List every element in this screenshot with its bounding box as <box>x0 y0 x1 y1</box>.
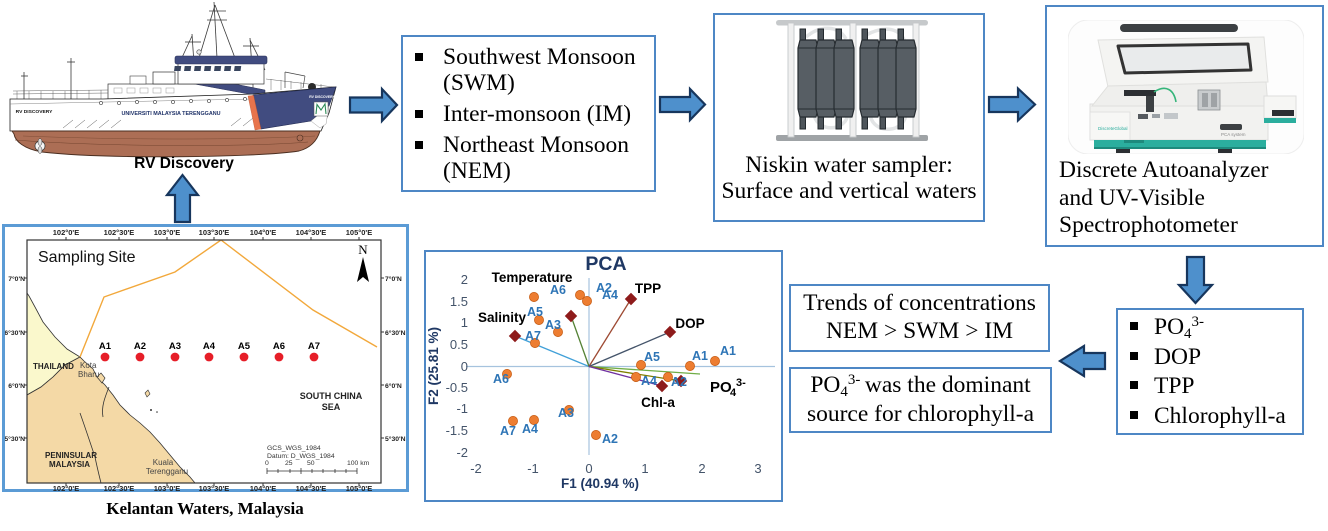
svg-text:7°0'N: 7°0'N <box>385 275 402 283</box>
svg-text:THAILAND: THAILAND <box>33 362 74 371</box>
svg-text:DiscreteGlobal: DiscreteGlobal <box>1098 126 1128 131</box>
svg-text:-1.5: -1.5 <box>446 423 468 438</box>
svg-text:Terengganu: Terengganu <box>146 467 188 476</box>
svg-text:RV DISCOVERY: RV DISCOVERY <box>309 95 335 99</box>
svg-text:UNIVERSITI MALAYSIA TERENGGANU: UNIVERSITI MALAYSIA TERENGGANU <box>121 111 220 117</box>
svg-text:A4: A4 <box>203 341 216 352</box>
svg-text:A2: A2 <box>596 281 612 295</box>
svg-text:102°30'E: 102°30'E <box>104 484 135 493</box>
svg-text:103°0'E: 103°0'E <box>154 484 180 493</box>
svg-text:103°30'E: 103°30'E <box>199 228 230 237</box>
svg-text:3: 3 <box>754 461 761 476</box>
svg-text:Chl-a: Chl-a <box>641 395 675 410</box>
svg-text:PCA system: PCA system <box>1221 132 1246 137</box>
svg-text:A1: A1 <box>720 344 736 358</box>
svg-text:TPP: TPP <box>635 281 661 296</box>
svg-text:A5: A5 <box>644 350 660 364</box>
svg-text:105°0'E: 105°0'E <box>346 484 372 493</box>
svg-text:SOUTH CHINA: SOUTH CHINA <box>300 391 363 401</box>
svg-text:A2: A2 <box>602 432 618 446</box>
svg-text:105°0'E: 105°0'E <box>346 228 372 237</box>
svg-text:6°0'N: 6°0'N <box>8 382 25 390</box>
svg-text:GCS_WGS_1984: GCS_WGS_1984 <box>267 445 321 452</box>
svg-text:0: 0 <box>585 461 592 476</box>
svg-text:Kota: Kota <box>80 361 97 370</box>
svg-text:25: 25 <box>285 460 293 467</box>
svg-text:-1: -1 <box>456 401 468 416</box>
svg-text:6°30'N: 6°30'N <box>5 329 25 337</box>
svg-text:5°30'N: 5°30'N <box>5 435 25 443</box>
svg-text:102°30'E: 102°30'E <box>104 228 135 237</box>
svg-text:-0.5: -0.5 <box>446 380 468 395</box>
svg-text:F2 (25.81 %): F2 (25.81 %) <box>426 327 441 405</box>
svg-text:1.5: 1.5 <box>450 294 468 309</box>
svg-text:A3: A3 <box>545 318 561 332</box>
svg-text:A7: A7 <box>525 329 541 343</box>
svg-text:PO: PO <box>710 379 732 396</box>
svg-text:102°0'E: 102°0'E <box>53 484 79 493</box>
svg-text:1: 1 <box>461 315 468 330</box>
svg-text:Datum: D_WGS_1984: Datum: D_WGS_1984 <box>267 453 335 460</box>
svg-text:DOP: DOP <box>675 316 704 331</box>
svg-text:A1: A1 <box>692 349 708 363</box>
svg-text:0.5: 0.5 <box>450 337 468 352</box>
svg-text:5°30'N: 5°30'N <box>385 435 406 443</box>
svg-text:A6: A6 <box>493 372 509 386</box>
svg-text:A5: A5 <box>238 341 251 352</box>
svg-text:A6: A6 <box>273 341 285 352</box>
svg-text:7°0'N: 7°0'N <box>8 275 25 283</box>
svg-text:104°30'E: 104°30'E <box>296 228 327 237</box>
svg-text:Salinity: Salinity <box>478 310 527 325</box>
svg-text:F1 (40.94 %): F1 (40.94 %) <box>561 476 639 491</box>
svg-text:Sampling Site: Sampling Site <box>38 249 136 266</box>
svg-text:100 km: 100 km <box>347 460 370 467</box>
svg-text:104°30'E: 104°30'E <box>296 484 327 493</box>
svg-text:104°0'E: 104°0'E <box>250 484 276 493</box>
svg-text:6°30'N: 6°30'N <box>385 329 406 337</box>
svg-text:104°0'E: 104°0'E <box>250 228 276 237</box>
svg-text:4: 4 <box>730 387 737 399</box>
svg-text:3-: 3- <box>736 377 746 389</box>
svg-text:0: 0 <box>461 359 468 374</box>
svg-text:SEA: SEA <box>322 402 341 412</box>
svg-text:Bharu: Bharu <box>78 370 99 379</box>
svg-text:103°0'E: 103°0'E <box>154 228 180 237</box>
svg-text:A7: A7 <box>500 424 516 438</box>
svg-text:A4: A4 <box>602 288 618 302</box>
svg-text:N: N <box>358 242 368 257</box>
svg-text:2: 2 <box>461 272 468 287</box>
svg-text:Temperature: Temperature <box>492 270 573 285</box>
svg-text:A4: A4 <box>522 422 538 436</box>
svg-text:A2: A2 <box>671 375 687 389</box>
svg-text:-2: -2 <box>470 461 482 476</box>
svg-text:2: 2 <box>698 461 705 476</box>
svg-text:50: 50 <box>307 460 315 467</box>
svg-text:-1: -1 <box>527 461 539 476</box>
svg-text:RV DISCOVERY: RV DISCOVERY <box>16 109 53 115</box>
svg-text:1: 1 <box>641 461 648 476</box>
svg-text:A7: A7 <box>308 341 320 352</box>
svg-text:Kuala: Kuala <box>153 458 174 467</box>
svg-text:PENINSULAR: PENINSULAR <box>45 451 97 460</box>
svg-text:A3: A3 <box>558 406 574 420</box>
svg-text:A3: A3 <box>169 341 181 352</box>
svg-text:A1: A1 <box>99 341 112 352</box>
svg-text:102°0'E: 102°0'E <box>53 228 79 237</box>
svg-text:PCA: PCA <box>585 253 626 275</box>
svg-text:MALAYSIA: MALAYSIA <box>49 460 90 469</box>
svg-text:A5: A5 <box>527 305 543 319</box>
svg-text:A6: A6 <box>550 283 566 297</box>
svg-text:6°0'N: 6°0'N <box>385 382 402 390</box>
svg-text:-2: -2 <box>456 445 468 460</box>
svg-text:103°30'E: 103°30'E <box>199 484 230 493</box>
svg-text:A2: A2 <box>134 341 146 352</box>
svg-text:A4: A4 <box>641 374 657 388</box>
svg-text:0: 0 <box>265 460 269 467</box>
